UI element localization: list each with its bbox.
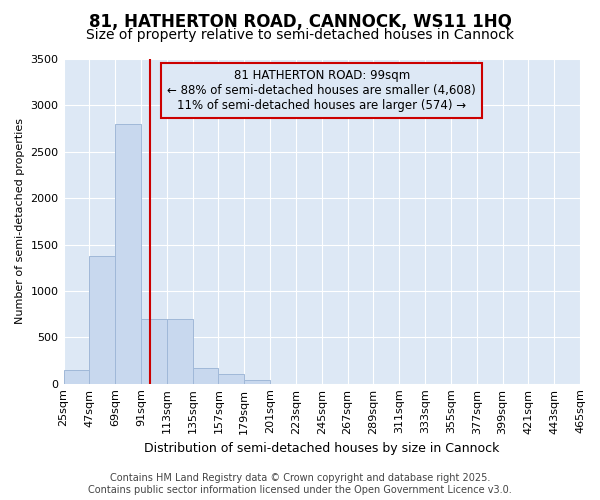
- Bar: [193, 368, 218, 384]
- Bar: [167, 318, 193, 384]
- Bar: [141, 318, 167, 384]
- Y-axis label: Number of semi-detached properties: Number of semi-detached properties: [15, 118, 25, 324]
- X-axis label: Distribution of semi-detached houses by size in Cannock: Distribution of semi-detached houses by …: [144, 442, 499, 455]
- Bar: [244, 380, 270, 384]
- Bar: [89, 256, 115, 384]
- Bar: [218, 374, 244, 384]
- Text: Contains HM Land Registry data © Crown copyright and database right 2025.
Contai: Contains HM Land Registry data © Crown c…: [88, 474, 512, 495]
- Bar: [64, 370, 89, 384]
- Bar: [115, 124, 141, 384]
- Text: 81 HATHERTON ROAD: 99sqm
← 88% of semi-detached houses are smaller (4,608)
11% o: 81 HATHERTON ROAD: 99sqm ← 88% of semi-d…: [167, 68, 476, 112]
- Text: Size of property relative to semi-detached houses in Cannock: Size of property relative to semi-detach…: [86, 28, 514, 42]
- Text: 81, HATHERTON ROAD, CANNOCK, WS11 1HQ: 81, HATHERTON ROAD, CANNOCK, WS11 1HQ: [89, 12, 511, 30]
